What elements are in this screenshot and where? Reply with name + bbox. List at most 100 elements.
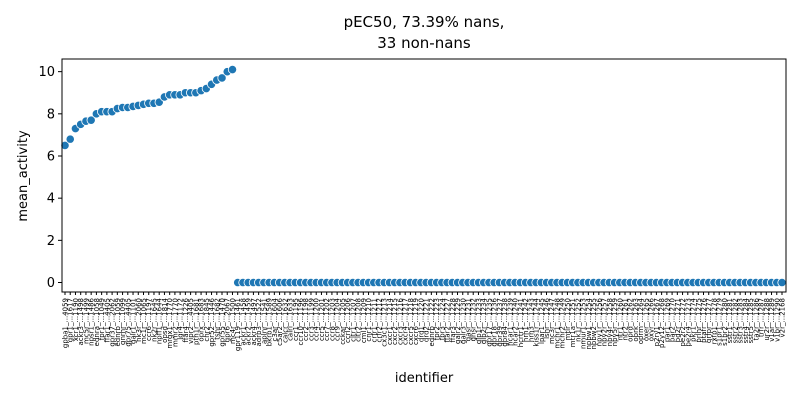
- x-tick-label: hcar2_...1240: [512, 298, 520, 346]
- x-tick-label: cckar_...1205: [339, 298, 347, 345]
- x-tick-label: hcar1_...1239: [506, 298, 514, 346]
- x-tick-label: fpr1_...1049: [98, 298, 106, 340]
- y-tick-label: 4: [47, 192, 55, 207]
- x-tick-label: nk2r_...1645: [150, 298, 158, 342]
- x-tick-label: rxfp1_...1278: [710, 298, 718, 344]
- x-tick-label: mtlr_...1250: [564, 298, 572, 340]
- x-tick-label: gpr119_...1461: [234, 298, 242, 351]
- x-tick-label: ccr9_...1204: [334, 297, 342, 341]
- x-tick-label: qrfpr_...1277: [705, 298, 713, 343]
- x-tick-label: cxcr5_...1218: [407, 298, 415, 345]
- y-axis-label: mean_activity: [16, 130, 31, 222]
- x-tick-label: p2ry1_...1267: [653, 298, 661, 346]
- x-tick-label: ccr3_...1199: [307, 298, 315, 341]
- x-tick-label: cltr1_...1207: [349, 298, 357, 342]
- x-tick-label: ptafr_...1276: [700, 297, 708, 342]
- x-tick-label: gpr18_...1236: [491, 297, 499, 346]
- x-tick-label: pe2r4_...1273: [684, 298, 692, 347]
- x-tick-label: v1br_...1290: [773, 298, 781, 342]
- x-tick-label: s1pr1_...1279: [716, 298, 724, 346]
- x-axis-label: identifier: [395, 371, 454, 386]
- x-tick-label: cnr2_...1845: [203, 298, 211, 342]
- x-tick-label: kiss1r_...1244: [533, 297, 541, 346]
- x-tick-label: gpba1_...4059: [62, 298, 70, 348]
- x-tick-label: mrgx1_...1770: [166, 298, 174, 349]
- x-tick-label: gpr52_...1446: [208, 297, 216, 346]
- x-tick-label: prlhr_...1275: [695, 298, 703, 343]
- x-tick-label: cxcr3_...1216: [396, 297, 404, 345]
- x-tick-label: npy1r_...1256: [595, 297, 603, 346]
- x-tick-label: ta2r_...1286: [752, 297, 760, 340]
- x-tick-label: npy5r_...1259: [611, 298, 619, 346]
- x-tick-label: lshr_...1246: [543, 297, 551, 338]
- x-tick-label: glp1r_...1233: [475, 298, 483, 344]
- x-tick-label: ednrb_...1059: [114, 298, 122, 347]
- x-tick-label: mc4r_...1500: [229, 298, 237, 344]
- x-tick-label: ccr4_...1200: [313, 298, 321, 341]
- x-tick-label: mchr1_...1248: [553, 298, 561, 348]
- x-tick-label: galr2_...1229: [454, 298, 462, 344]
- y-tick-label: 2: [47, 234, 55, 249]
- x-tick-label: ccr6_...1197: [145, 298, 153, 341]
- x-tick-label: nk3r_...2060: [135, 298, 143, 342]
- y-axis-ticks: 0 2 4 6 8 10: [38, 65, 62, 291]
- x-tick-label: ffar2_...1227: [444, 298, 452, 342]
- x-tick-label: gpr6_...2067: [224, 298, 232, 342]
- x-tick-label: adrb3_...1522: [255, 298, 263, 347]
- x-tick-label: oxer_...1265: [642, 298, 650, 341]
- x-tick-label: crfr1_...1211: [370, 298, 378, 343]
- x-tick-label: nmur1_...1253: [580, 298, 588, 349]
- x-tick-label: npsr1_...1486: [88, 297, 96, 345]
- x-tick-label: opsd_...1814: [161, 297, 169, 342]
- x-tick-label: calrl_...1633: [287, 298, 295, 341]
- x-tick-label: sstr3_...1283: [737, 298, 745, 343]
- x-tick-label: oprk_...1263: [632, 298, 640, 342]
- x-tick-label: ackr3_...1498: [77, 298, 85, 346]
- x-tick-label: ccr2_...1198: [302, 298, 310, 341]
- x-tick-label: cnr1_...1210: [365, 298, 373, 342]
- x-tick-label: glp2r_...1234: [480, 297, 488, 344]
- x-tick-label: cml1_...1209: [360, 298, 368, 343]
- x-tick-label: sstr5_...1285: [747, 298, 755, 343]
- x-tick-label: galr3_...1230: [459, 298, 467, 344]
- x-tick-label: xcr1_...1190: [72, 298, 80, 341]
- x-tick-label: ackr2_...1459: [245, 298, 253, 346]
- x-tick-label: fpr3_...1224: [438, 297, 446, 340]
- x-tick-label: v1ar_...1289: [768, 298, 776, 342]
- x-tick-label: ntr2_...1261: [621, 298, 629, 341]
- x-tick-label: galr1_...1101: [130, 298, 138, 344]
- x-tick-label: sstr1_...1281: [726, 298, 734, 343]
- x-tick-label: ccrl2_...1206: [344, 297, 352, 343]
- x-tick-label: cx3c1_...1213: [381, 298, 389, 347]
- x-tick-label: tshr_...1682: [213, 298, 221, 340]
- x-tick-label: sstr4_...1284: [742, 297, 750, 343]
- x-tick-label: drd1_...1220: [417, 298, 425, 342]
- x-tick-label: cxcr1_...1214: [386, 297, 394, 345]
- x-tick-label: oprx_...1683: [198, 298, 206, 342]
- x-tick-label: ednra_...1058: [93, 298, 101, 346]
- x-tick-label: lgr4_...1172: [177, 298, 185, 340]
- x-tick-label: npy2r_...1257: [601, 298, 609, 346]
- x-tick-label: npbw1_...1254: [585, 297, 593, 349]
- x-tick-label: ackr4_...1497: [250, 298, 258, 346]
- x-tick-label: gpr37_...2062: [109, 298, 117, 347]
- x-tick-label: mc1r_...1065: [140, 298, 148, 344]
- x-tick-label: pe2r2_...1272: [679, 298, 687, 347]
- data-points: [60, 64, 787, 288]
- x-tick-label: mmr2_...1770: [171, 298, 179, 347]
- x-tick-label: v2r_...2168: [779, 298, 787, 337]
- x-tick-label: gpr17_...1235: [485, 298, 493, 347]
- x-tick-label: hrh1_...1242: [522, 298, 530, 342]
- chart-title-line2: 33 non-nans: [377, 34, 471, 52]
- x-tick-label: pth1r_...1681: [192, 298, 200, 345]
- x-tick-label: gpr55_...1470: [219, 298, 227, 347]
- x-tick-label: p2y12_...1268: [658, 298, 666, 348]
- x-tick-label: gpr39_...1237: [496, 298, 504, 347]
- x-tick-label: npff1_...1644: [156, 297, 164, 344]
- x-tick-label: cxcr4_...1217: [402, 298, 410, 345]
- x-tick-label: npy4r_...1258: [606, 298, 614, 346]
- data-point: [60, 140, 70, 151]
- x-tick-label: cxcr6_...1219: [412, 298, 420, 345]
- x-tick-label: oxyr_...1266: [648, 297, 656, 341]
